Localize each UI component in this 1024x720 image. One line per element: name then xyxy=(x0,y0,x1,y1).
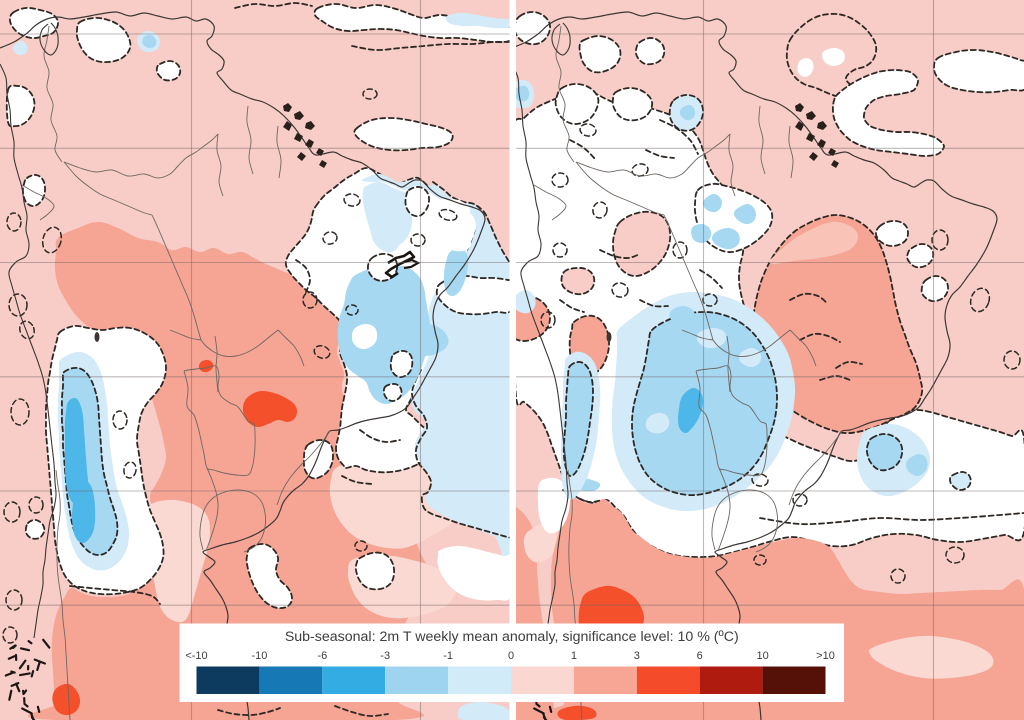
svg-text:3: 3 xyxy=(634,650,640,662)
svg-text:-1: -1 xyxy=(443,650,453,662)
svg-text:10: 10 xyxy=(756,650,768,662)
svg-text:Sub-seasonal: 2m T weekly mean: Sub-seasonal: 2m T weekly mean anomaly, … xyxy=(285,629,739,645)
svg-text:0: 0 xyxy=(508,650,514,662)
svg-text:<-10: <-10 xyxy=(185,650,207,662)
svg-text:-6: -6 xyxy=(317,650,327,662)
svg-text:>10: >10 xyxy=(816,650,835,662)
svg-text:6: 6 xyxy=(697,650,703,662)
svg-text:1: 1 xyxy=(571,650,577,662)
svg-text:-10: -10 xyxy=(251,650,267,662)
svg-text:-3: -3 xyxy=(380,650,390,662)
